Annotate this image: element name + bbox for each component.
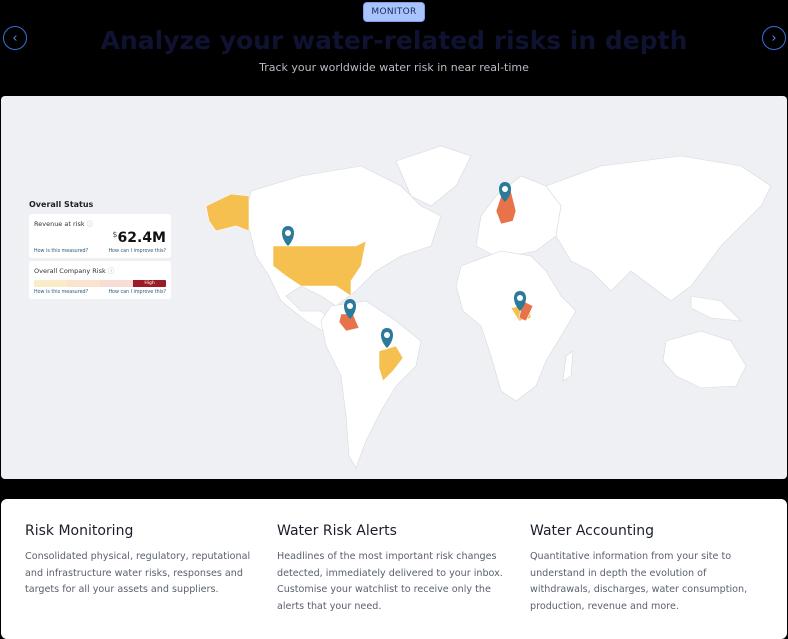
chevron-right-icon: › <box>771 30 777 46</box>
company-risk-label: Overall Company Risk <box>34 267 106 275</box>
feature-title: Water Accounting <box>530 523 655 539</box>
finland-highlight <box>495 190 517 225</box>
usa-highlight <box>272 240 367 297</box>
feature-text: Consolidated physical, regulatory, reput… <box>25 551 251 595</box>
improve-link[interactable]: How can I improve this? <box>108 290 166 295</box>
measure-link[interactable]: How is this measured? <box>34 290 89 295</box>
feature-title: Water Risk Alerts <box>277 523 397 539</box>
status-heading: Overall Status <box>29 200 94 209</box>
revenue-label: Revenue at risk <box>34 220 85 228</box>
revenue-value: $62.4M <box>112 230 166 246</box>
page-subtitle: Track your worldwide water risk in near … <box>259 61 529 74</box>
feature-text: Quantitative information from your site … <box>530 551 748 612</box>
world-map-svg <box>205 145 772 469</box>
info-icon[interactable]: ⓘ <box>86 220 94 228</box>
pin-colombia <box>344 299 356 319</box>
southeast-asia <box>690 295 742 322</box>
improve-link[interactable]: How can I improve this? <box>108 249 166 254</box>
south-america <box>320 300 422 469</box>
next-button[interactable]: › <box>762 26 786 50</box>
risk-level-bar: High <box>34 280 166 287</box>
overall-status-panel: Overall Status Revenue at risk ⓘ $62.4M … <box>29 200 171 302</box>
measure-link[interactable]: How is this measured? <box>34 249 89 254</box>
pin-ethiopia <box>514 291 526 311</box>
feature-risk-monitoring: Risk Monitoring Consolidated physical, re… <box>25 523 260 599</box>
asia <box>545 155 772 302</box>
revenue-card: Revenue at risk ⓘ $62.4M How is this mea… <box>29 214 171 258</box>
info-icon[interactable]: ⓘ <box>107 267 115 275</box>
feature-title: Risk Monitoring <box>25 523 134 539</box>
feature-water-risk-alerts: Water Risk Alerts Headlines of the most i… <box>277 523 512 615</box>
feature-water-accounting: Water Accounting Quantitative information… <box>530 523 765 615</box>
australia <box>662 330 747 389</box>
pin-finland <box>499 182 511 202</box>
madagascar <box>562 350 574 382</box>
page-title: Analyze your water-related risks in dept… <box>100 26 688 55</box>
company-risk-card: Overall Company Risk ⓘ High How is this … <box>29 261 171 299</box>
prev-button[interactable]: ‹ <box>3 26 27 50</box>
brazil-highlight <box>378 345 404 382</box>
features-section: Risk Monitoring Consolidated physical, re… <box>1 499 787 639</box>
alaska-highlight <box>205 193 250 232</box>
pin-brazil <box>381 328 393 348</box>
pin-usa <box>282 226 294 246</box>
risk-level-high: High <box>133 280 166 287</box>
chevron-left-icon: ‹ <box>12 30 18 46</box>
africa <box>455 250 577 402</box>
greenland <box>395 145 472 207</box>
world-map[interactable] <box>1 96 787 479</box>
pins <box>282 182 526 348</box>
monitor-badge: MONITOR <box>363 2 425 22</box>
feature-text: Headlines of the most important risk cha… <box>277 551 503 612</box>
